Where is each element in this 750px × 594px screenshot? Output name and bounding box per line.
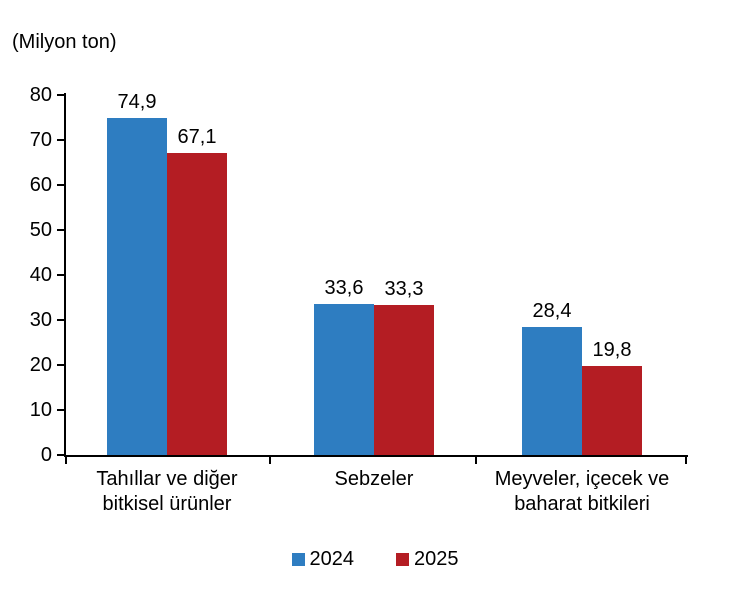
value-label-2025-category-0: 67,1 — [177, 126, 217, 148]
y-axis-tick — [57, 274, 65, 276]
value-label-2024-category-1: 33,6 — [324, 277, 364, 299]
legend-swatch-icon — [291, 552, 305, 566]
y-axis-tick-label: 70 — [29, 129, 52, 151]
value-label-2024-category-0: 74,9 — [117, 91, 157, 113]
category-label-line: bitkisel ürünler — [102, 493, 232, 515]
category-label-line: Tahıllar ve diğer — [96, 468, 238, 490]
x-axis-tick — [65, 455, 67, 464]
legend-label: 2024 — [309, 548, 355, 570]
y-axis-tick — [57, 94, 65, 96]
legend-swatch-icon — [396, 552, 409, 566]
legend: 2024 2025 — [0, 546, 750, 572]
legend-label: 2025 — [414, 548, 459, 570]
bar-2025-category-1 — [374, 305, 434, 455]
bar-2024-category-0 — [107, 118, 167, 455]
value-label-2024-category-2: 28,4 — [532, 300, 572, 322]
y-axis-tick-label: 40 — [29, 264, 52, 286]
legend-item-2025: 2025 — [396, 546, 459, 572]
y-axis-tick — [57, 409, 65, 411]
bar-2025-category-0 — [167, 153, 227, 455]
y-axis-tick-label: 60 — [29, 174, 52, 196]
bar-2024-category-2 — [522, 327, 582, 455]
y-axis-tick-label: 10 — [29, 399, 52, 421]
x-axis-category-label-0: Tahıllar ve diğer bitkisel ürünler — [37, 467, 297, 517]
x-axis-tick — [475, 455, 477, 464]
y-axis-unit-label: (Milyon ton) — [12, 31, 117, 53]
bar-2025-category-2 — [582, 366, 642, 455]
y-axis-tick — [57, 364, 65, 366]
legend-item-2024: 2024 — [291, 546, 355, 572]
value-label-2025-category-1: 33,3 — [384, 278, 424, 300]
x-axis-category-label-2: Meyveler, içecek ve baharat bitkileri — [452, 467, 712, 517]
y-axis-tick-label: 0 — [40, 444, 52, 466]
x-axis-tick — [685, 455, 687, 464]
y-axis-tick-label: 50 — [29, 219, 52, 241]
y-axis-tick-label: 20 — [29, 354, 52, 376]
y-axis-line — [64, 93, 66, 457]
x-axis-tick — [269, 455, 271, 464]
x-axis-category-label-1: Sebzeler — [244, 467, 504, 492]
y-axis-tick-label: 30 — [29, 309, 52, 331]
y-axis-tick — [57, 184, 65, 186]
category-label-line: baharat bitkileri — [514, 493, 650, 515]
y-axis-tick-label: 80 — [29, 84, 52, 106]
y-axis-tick — [57, 229, 65, 231]
y-axis-tick — [57, 454, 65, 456]
value-label-2025-category-2: 19,8 — [592, 339, 632, 361]
bar-2024-category-1 — [314, 304, 374, 455]
x-axis-line — [64, 455, 688, 457]
y-axis-tick — [57, 139, 65, 141]
category-label-line: Meyveler, içecek ve — [494, 468, 670, 490]
y-axis-tick — [57, 319, 65, 321]
category-label-line: Sebzeler — [334, 468, 414, 490]
